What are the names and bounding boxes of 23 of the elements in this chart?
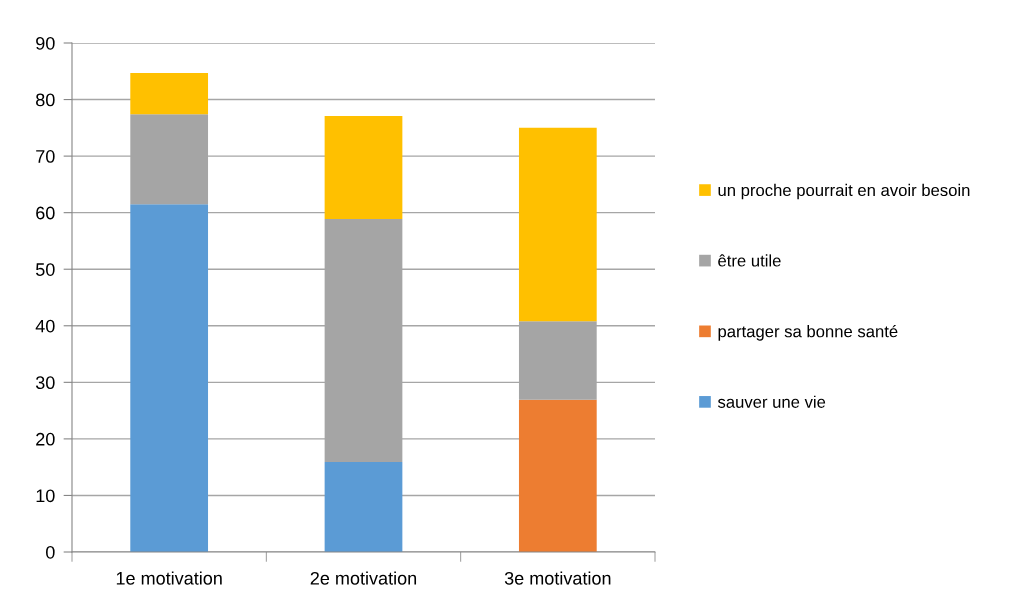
y-tick-label: 0 — [46, 545, 55, 559]
bar — [518, 399, 597, 552]
bar — [324, 462, 403, 552]
y-tick-label: 20 — [36, 432, 55, 446]
y-tick-label: 10 — [36, 489, 55, 503]
legend-label: partager sa bonne santé — [718, 324, 898, 341]
y-tick-label: 90 — [36, 36, 55, 50]
bar — [130, 204, 209, 552]
legend-label: être utile — [718, 254, 781, 267]
bar — [324, 115, 403, 219]
legend-label: un proche pourrait en avoir besoin — [718, 183, 970, 200]
y-tick-label: 30 — [35, 376, 55, 390]
bar — [518, 127, 597, 322]
bar — [130, 72, 209, 115]
y-tick-label: 40 — [35, 319, 55, 333]
x-tick-label: 1e motivation — [116, 571, 222, 585]
legend-label: sauver une vie — [717, 395, 826, 408]
x-tick-label: 2e motivation — [310, 571, 417, 585]
y-tick-label: 60 — [36, 206, 55, 220]
x-tick-label: 3e motivation — [504, 571, 611, 585]
y-tick-label: 70 — [36, 150, 55, 163]
y-tick-label: 80 — [36, 93, 55, 107]
y-tick-label: 50 — [35, 263, 55, 276]
